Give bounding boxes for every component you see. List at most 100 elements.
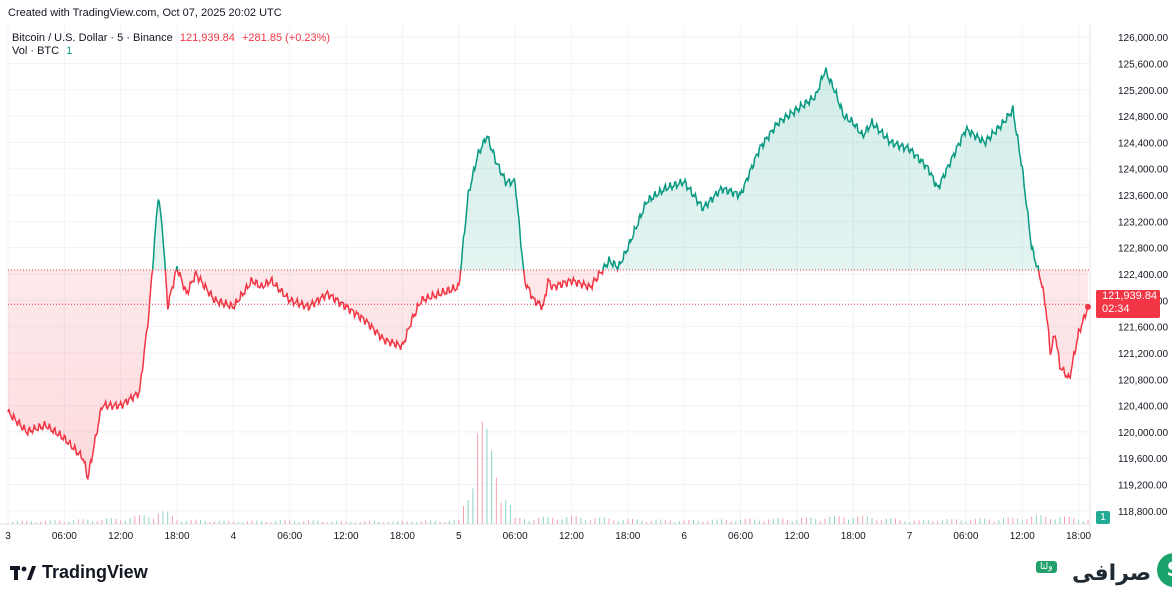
- volume-bar: [1045, 516, 1047, 524]
- volume-bar: [92, 521, 94, 524]
- last-price: 121,939.84: [179, 32, 235, 44]
- y-tick-label: 125,600.00: [1118, 59, 1168, 70]
- volume-bar: [369, 520, 371, 524]
- volume-bar: [30, 521, 32, 524]
- volume-bar: [383, 522, 385, 524]
- last-price-tag: 121,939.84 02:34: [1096, 290, 1160, 319]
- volume-bar: [866, 516, 868, 524]
- volume-bar: [45, 520, 47, 524]
- volume-bar: [819, 520, 821, 524]
- volume-bar: [1059, 517, 1061, 524]
- volume-bar: [913, 520, 915, 524]
- volume-bar: [261, 520, 263, 524]
- volume-bar: [148, 517, 150, 524]
- volume-bar: [336, 520, 338, 524]
- volume-bar: [528, 520, 530, 524]
- volume-bar: [829, 516, 831, 524]
- volume-label[interactable]: Vol · BTC: [12, 45, 60, 57]
- x-tick-label: 06:00: [953, 531, 978, 542]
- x-tick-label: 12:00: [334, 531, 359, 542]
- volume-bar: [176, 520, 178, 524]
- volume-bar: [439, 521, 441, 524]
- volume-bar: [589, 520, 591, 524]
- volume-bar: [279, 520, 281, 524]
- volume-bar: [350, 521, 352, 524]
- volume-bar: [354, 522, 356, 524]
- volume-bar: [641, 520, 643, 524]
- volume-bar: [519, 517, 521, 524]
- volume-bar: [725, 519, 727, 524]
- volume-bar: [566, 517, 568, 524]
- volume-bar: [486, 428, 488, 524]
- volume-bar: [852, 518, 854, 524]
- volume-bar: [570, 515, 572, 524]
- volume-bar: [129, 518, 131, 524]
- volume-bar: [580, 517, 582, 524]
- volume-bar: [228, 520, 230, 524]
- y-tick-label: 122,800.00: [1118, 244, 1168, 255]
- volume-bar: [505, 499, 507, 524]
- x-tick-label: 18:00: [1066, 531, 1091, 542]
- last-price-dot: [1085, 303, 1091, 310]
- volume-bar: [988, 519, 990, 524]
- volume-bar: [613, 520, 615, 524]
- volume-bar: [932, 521, 934, 524]
- volume-bar: [941, 520, 943, 524]
- volume-bar: [312, 520, 314, 524]
- volume-bar: [143, 515, 145, 524]
- volume-bar: [693, 519, 695, 524]
- y-tick-label: 125,200.00: [1118, 86, 1168, 97]
- volume-bar: [721, 519, 723, 524]
- y-tick-label: 124,400.00: [1118, 138, 1168, 149]
- x-tick-label: 06:00: [728, 531, 753, 542]
- volume-bar: [289, 520, 291, 524]
- volume-bar: [993, 521, 995, 524]
- volume-bar: [984, 518, 986, 524]
- volume-bar: [716, 519, 718, 524]
- volume-bar: [1049, 519, 1051, 524]
- volume-bar: [730, 521, 732, 524]
- volume-bar: [157, 513, 159, 524]
- volume-bar: [1064, 516, 1066, 524]
- volume-bar: [373, 521, 375, 524]
- volume-bar: [599, 517, 601, 524]
- volume-bar: [688, 519, 690, 524]
- volume-bar: [106, 518, 108, 524]
- volume-bar: [754, 519, 756, 524]
- created-note: Created with TradingView.com, Oct 07, 20…: [8, 7, 282, 19]
- x-tick-label: 4: [231, 531, 237, 542]
- brand-watermark: ولتا صرافی $: [1036, 553, 1172, 587]
- tradingview-wordmark: TradingView: [42, 562, 148, 582]
- x-tick-label: 18:00: [390, 531, 415, 542]
- symbol-name[interactable]: Bitcoin / U.S. Dollar · 5 · Binance: [12, 32, 173, 44]
- volume-bar: [420, 521, 422, 524]
- volume-bar: [448, 520, 450, 524]
- volume-bar: [514, 517, 516, 524]
- volume-bar: [1082, 521, 1084, 524]
- volume-bar: [758, 520, 760, 524]
- volume-bar: [1002, 518, 1004, 524]
- volume-bar: [1068, 516, 1070, 524]
- volume-bar: [956, 519, 958, 524]
- brand-badge: ولتا: [1036, 560, 1057, 573]
- price-tag-countdown: 02:34: [1102, 303, 1130, 316]
- volume-bar: [251, 520, 253, 524]
- price-chart[interactable]: 126,000.00 125,600.00 125,200.00 124,800.00…: [0, 24, 1172, 544]
- y-tick-label: 123,600.00: [1118, 191, 1168, 202]
- volume-bar: [603, 517, 605, 524]
- volume-bar: [791, 521, 793, 524]
- volume-bar: [697, 520, 699, 524]
- tradingview-logo[interactable]: TradingView: [10, 562, 148, 583]
- volume-bar: [16, 520, 18, 524]
- volume-bar: [134, 516, 136, 524]
- volume-bar: [683, 520, 685, 524]
- y-tick-label: 121,200.00: [1118, 349, 1168, 360]
- volume-bar: [500, 502, 502, 524]
- volume-bar: [12, 521, 14, 524]
- volume-bar: [815, 518, 817, 524]
- volume-bar: [387, 522, 389, 524]
- volume-bar: [772, 518, 774, 524]
- volume-bar: [477, 433, 479, 524]
- volume-bar: [542, 516, 544, 524]
- volume-bar: [650, 520, 652, 524]
